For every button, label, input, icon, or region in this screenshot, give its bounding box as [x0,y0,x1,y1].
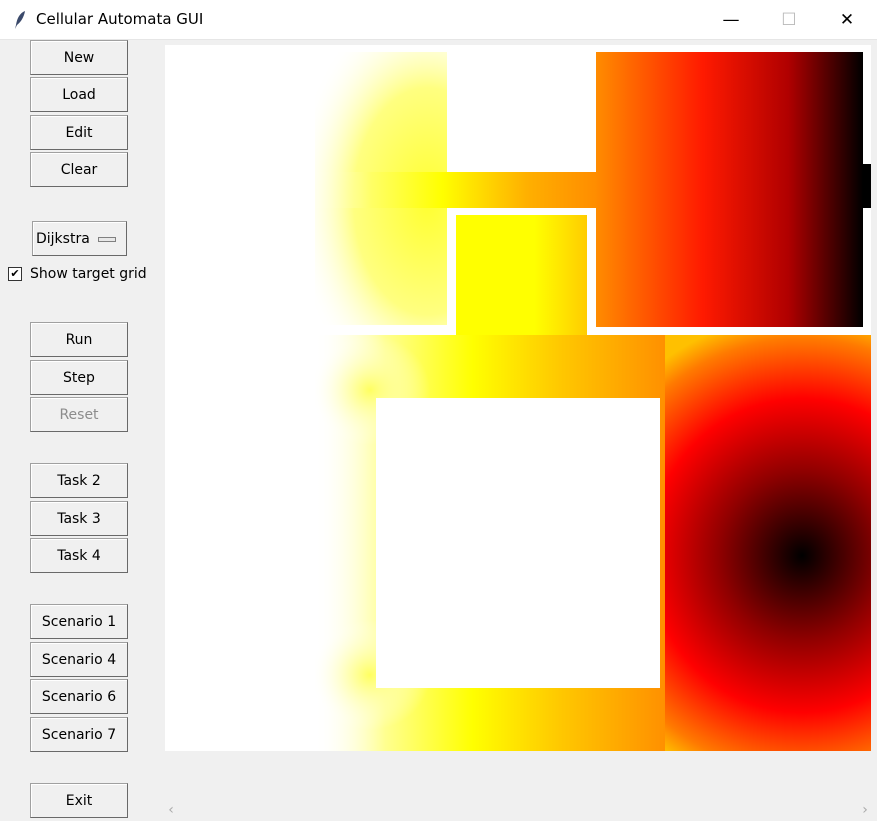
wall [863,208,871,327]
heat-region [315,172,597,208]
wall [587,208,595,335]
show-target-grid-label: Show target grid [30,266,147,282]
load-button[interactable]: Load [30,77,128,112]
minimize-button[interactable]: — [722,9,740,30]
scenario-4-button[interactable]: Scenario 4 [30,642,128,677]
scroll-right-arrow-icon[interactable]: › [862,802,868,818]
close-button[interactable]: ✕ [839,9,855,30]
task-4-button[interactable]: Task 4 [30,538,128,573]
feather-icon [15,11,25,29]
clear-button[interactable]: Clear [30,152,128,187]
show-target-grid-toggle[interactable]: ✔ Show target grid [8,266,147,282]
obstacle [376,398,660,688]
edit-button[interactable]: Edit [30,115,128,150]
reset-button[interactable]: Reset [30,397,128,432]
exit-button[interactable]: Exit [30,783,128,818]
maximize-button[interactable]: ☐ [781,9,797,30]
title-bar: Cellular Automata GUI — ☐ ✕ [0,0,877,40]
option-menu-indicator-icon [98,237,116,242]
wall [447,52,596,172]
heat-region [596,52,863,327]
wall [447,208,596,215]
run-button[interactable]: Run [30,322,128,357]
scenario-6-button[interactable]: Scenario 6 [30,679,128,714]
wall [447,208,455,335]
task-2-button[interactable]: Task 2 [30,463,128,498]
horizontal-scrollbar[interactable]: ‹ › [160,800,876,820]
wall [863,52,871,164]
window-title: Cellular Automata GUI [36,10,204,28]
grid-canvas[interactable] [165,45,871,751]
checkbox-icon[interactable]: ✔ [8,267,22,281]
empty-region [165,45,315,751]
heat-region [456,213,587,335]
algorithm-select-value: Dijkstra [36,230,90,247]
scroll-left-arrow-icon[interactable]: ‹ [168,802,174,818]
scenario-7-button[interactable]: Scenario 7 [30,717,128,752]
wall [587,327,871,335]
step-button[interactable]: Step [30,360,128,395]
target-cell [863,164,871,208]
wall [165,45,871,52]
algorithm-select[interactable]: Dijkstra [32,221,127,256]
task-3-button[interactable]: Task 3 [30,501,128,536]
new-button[interactable]: New [30,40,128,75]
scenario-1-button[interactable]: Scenario 1 [30,604,128,639]
